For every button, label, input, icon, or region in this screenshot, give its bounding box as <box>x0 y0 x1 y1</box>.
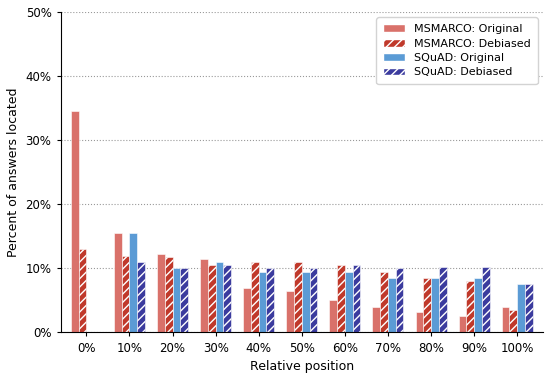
Bar <box>509 310 517 332</box>
Bar <box>251 262 258 332</box>
Bar <box>517 284 525 332</box>
Bar <box>165 257 173 332</box>
Bar <box>353 265 360 332</box>
Bar <box>180 268 188 332</box>
X-axis label: Relative position: Relative position <box>250 360 354 373</box>
Y-axis label: Percent of answers located: Percent of answers located <box>7 87 20 257</box>
Bar <box>345 272 353 332</box>
Bar <box>243 288 251 332</box>
Bar <box>395 268 404 332</box>
Bar <box>114 233 122 332</box>
Legend: MSMARCO: Original, MSMARCO: Debiased, SQuAD: Original, SQuAD: Debiased: MSMARCO: Original, MSMARCO: Debiased, SQ… <box>376 17 537 84</box>
Bar <box>71 111 79 332</box>
Bar <box>258 272 266 332</box>
Bar <box>216 262 223 332</box>
Bar <box>424 278 431 332</box>
Bar <box>337 265 345 332</box>
Bar <box>502 307 509 332</box>
Bar <box>122 255 129 332</box>
Bar <box>208 265 216 332</box>
Bar <box>79 249 86 332</box>
Bar <box>266 268 274 332</box>
Bar <box>474 278 482 332</box>
Bar <box>380 272 388 332</box>
Bar <box>459 317 466 332</box>
Bar <box>302 272 310 332</box>
Bar <box>200 259 208 332</box>
Bar <box>372 307 380 332</box>
Bar <box>223 265 231 332</box>
Bar <box>310 268 317 332</box>
Bar <box>388 278 395 332</box>
Bar <box>482 267 490 332</box>
Bar <box>129 233 137 332</box>
Bar <box>137 262 145 332</box>
Bar <box>439 267 447 332</box>
Bar <box>525 284 533 332</box>
Bar <box>173 268 180 332</box>
Bar <box>466 281 474 332</box>
Bar <box>294 262 302 332</box>
Bar <box>431 278 439 332</box>
Bar <box>157 254 165 332</box>
Bar <box>416 312 424 332</box>
Bar <box>329 301 337 332</box>
Bar <box>287 291 294 332</box>
